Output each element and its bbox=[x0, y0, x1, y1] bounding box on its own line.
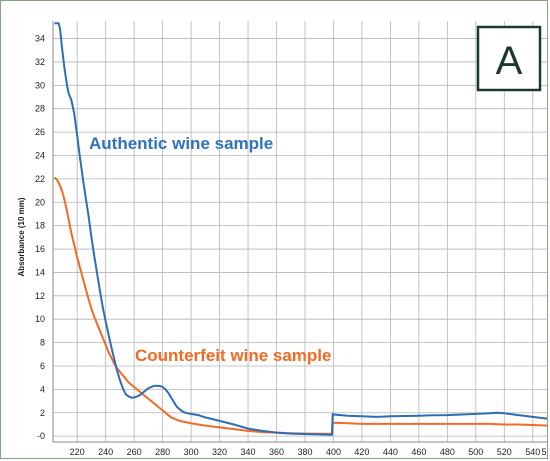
y-tick-label: 32 bbox=[35, 57, 45, 67]
x-tick-label: 240 bbox=[98, 447, 113, 457]
grid bbox=[53, 21, 547, 442]
y-tick-label: 12 bbox=[35, 291, 45, 301]
y-tick-label: 18 bbox=[35, 221, 45, 231]
x-tick-label: 540 bbox=[525, 447, 540, 457]
x-tick-label: 500 bbox=[468, 447, 483, 457]
y-tick-label: 26 bbox=[35, 127, 45, 137]
counterfeit-label: Counterfeit wine sample bbox=[135, 346, 331, 365]
panel-label: A bbox=[496, 39, 523, 83]
y-tick-label: 4 bbox=[40, 384, 45, 394]
x-tick-label: 5 bbox=[541, 447, 546, 457]
authentic-label: Authentic wine sample bbox=[89, 134, 273, 153]
x-tick-label: 300 bbox=[184, 447, 199, 457]
y-axis-label: Absorbance (10 mm) bbox=[17, 197, 26, 276]
y-tick-label: 24 bbox=[35, 150, 45, 160]
x-tick-label: 320 bbox=[212, 447, 227, 457]
counterfeit-series-line bbox=[53, 176, 548, 435]
x-tick-label: 440 bbox=[383, 447, 398, 457]
x-tick-label: 520 bbox=[497, 447, 512, 457]
x-tick-label: 260 bbox=[127, 447, 142, 457]
y-tick-label: 6 bbox=[40, 361, 45, 371]
panel-label-border bbox=[476, 25, 542, 92]
x-tick-label: 420 bbox=[354, 447, 369, 457]
y-tick-label: 28 bbox=[35, 104, 45, 114]
x-tick-label: 460 bbox=[411, 447, 426, 457]
axes: 220 240 260 280 300 320 340 360 380 400 420 440 460 4… bbox=[35, 21, 547, 457]
y-tick-label: 16 bbox=[35, 244, 45, 254]
y-tick-label: 22 bbox=[35, 174, 45, 184]
x-tick-label: 360 bbox=[269, 447, 284, 457]
y-tick-label: 30 bbox=[35, 80, 45, 90]
y-tick-label: -0 bbox=[37, 431, 45, 441]
series bbox=[53, 22, 548, 436]
y-tick-label: 20 bbox=[35, 197, 45, 207]
y-tick-label: 34 bbox=[35, 34, 45, 44]
x-tick-label: 220 bbox=[70, 447, 85, 457]
y-tick-label: 14 bbox=[35, 267, 45, 277]
authentic-series-line bbox=[54, 22, 548, 436]
x-tick-label: 340 bbox=[241, 447, 256, 457]
y-tick-label: 8 bbox=[40, 338, 45, 348]
x-tick-label: 400 bbox=[326, 447, 341, 457]
x-tick-label: 480 bbox=[440, 447, 455, 457]
x-tick-label: 380 bbox=[297, 447, 312, 457]
panel-label-box: A bbox=[476, 25, 542, 92]
y-tick-label: 10 bbox=[35, 314, 45, 324]
y-tick-label: 2 bbox=[40, 408, 45, 418]
x-tick-label: 280 bbox=[155, 447, 170, 457]
